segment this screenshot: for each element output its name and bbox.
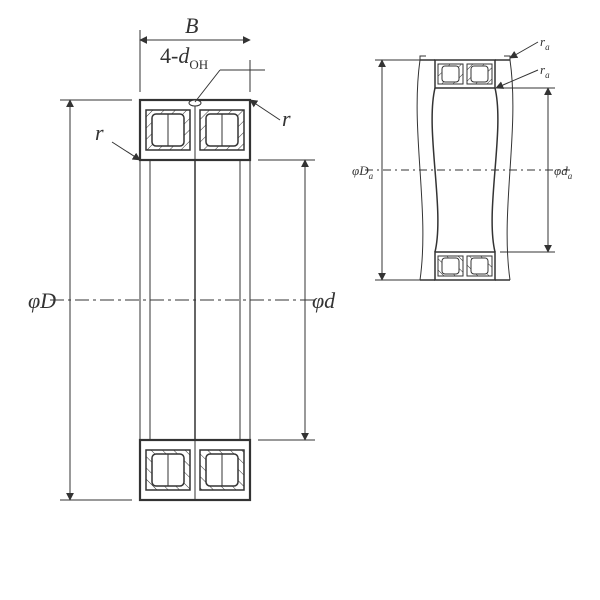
dim-4dOH: 4-dOH (160, 43, 265, 102)
dim-r-left: r (95, 120, 140, 160)
label-B: B (185, 13, 198, 38)
dim-ra1: ra (510, 34, 550, 58)
dim-B: B (140, 13, 250, 92)
label-phiDa-sub: a (369, 171, 374, 181)
dim-r-right: r (250, 100, 291, 131)
svg-text:ra: ra (540, 34, 550, 52)
label-dOH-OH: OH (189, 57, 208, 72)
svg-text:φda: φda (554, 163, 573, 181)
label-phid: φd (312, 288, 336, 313)
svg-text:ra: ra (540, 62, 550, 80)
label-4: 4- (160, 43, 178, 68)
main-section-view: B 4-dOH r r φD (28, 13, 336, 500)
label-phida-sub: a (568, 171, 573, 181)
label-r-right: r (282, 106, 291, 131)
bearing-diagram: B 4-dOH r r φD (0, 0, 600, 600)
rollers-upper (146, 100, 244, 160)
dim-ra2: ra (496, 62, 550, 88)
svg-text:4-dOH: 4-dOH (160, 43, 208, 72)
label-ra2-sub: a (545, 70, 550, 80)
label-r-left: r (95, 120, 104, 145)
label-phiD: φD (28, 288, 56, 313)
label-phiDa: φD (352, 163, 369, 178)
aux-section-view: ra ra φDa φda (352, 34, 573, 280)
label-ra1-sub: a (545, 42, 550, 52)
rollers-lower (146, 440, 244, 500)
label-phida: φd (554, 163, 568, 178)
svg-text:φDa: φDa (352, 163, 374, 181)
